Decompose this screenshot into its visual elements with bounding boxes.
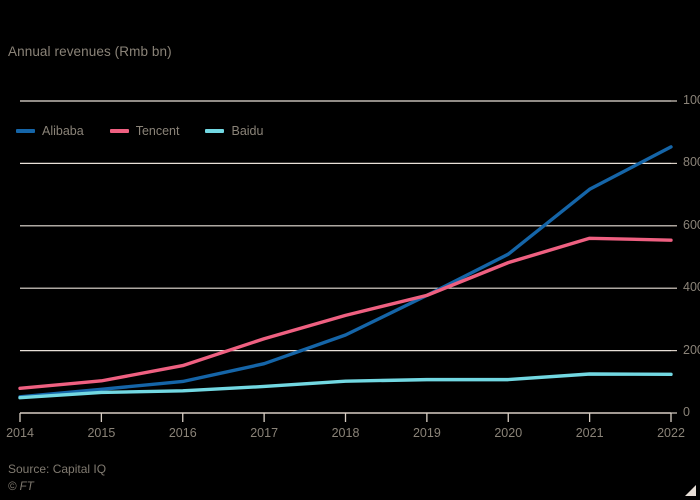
series-line-baidu: [18, 372, 673, 400]
y-axis-tick-label: 1000: [683, 93, 700, 107]
legend-item-alibaba[interactable]: Alibaba: [16, 124, 84, 138]
series-line-tencent: [18, 236, 673, 391]
legend-item-tencent[interactable]: Tencent: [109, 124, 180, 138]
legend-swatch-icon: [205, 129, 225, 133]
y-axis-tick-label: 200: [683, 342, 700, 357]
legend-swatch-icon: [109, 129, 129, 133]
x-axis-tick-label: 2018: [331, 426, 360, 440]
legend-label: Alibaba: [42, 124, 84, 138]
y-axis-tick-label: 600: [683, 217, 700, 232]
x-axis-tick-label: 2019: [412, 426, 441, 440]
legend-item-baidu[interactable]: Baidu: [205, 124, 263, 138]
legend-label: Tencent: [135, 124, 180, 138]
series-line-alibaba: [18, 145, 673, 399]
x-axis-tick-label: 2021: [575, 426, 604, 440]
ft-corner-mark-icon: [685, 485, 696, 496]
legend-swatch-icon: [16, 129, 35, 133]
x-axis-tick-label: 2017: [250, 426, 279, 440]
y-axis-tick-label: 0: [683, 405, 690, 419]
chart-title: Annual revenues (Rmb bn): [8, 44, 172, 59]
x-axis-tick-label: 2014: [6, 426, 34, 440]
legend-label: Baidu: [231, 124, 264, 138]
y-axis-tick-label: 800: [683, 155, 700, 170]
y-axis-tick-label: 400: [683, 280, 700, 295]
x-axis-tick-label: 2016: [168, 426, 197, 440]
x-axis-tick-label: 2022: [657, 426, 685, 440]
source-note: Source: Capital IQ: [8, 462, 107, 476]
chart-legend: Alibaba Tencent Baidu: [16, 124, 263, 138]
brand-note: © FT: [8, 481, 34, 493]
x-axis-tick-label: 2015: [87, 426, 116, 440]
x-axis-tick-label: 2020: [494, 426, 523, 440]
